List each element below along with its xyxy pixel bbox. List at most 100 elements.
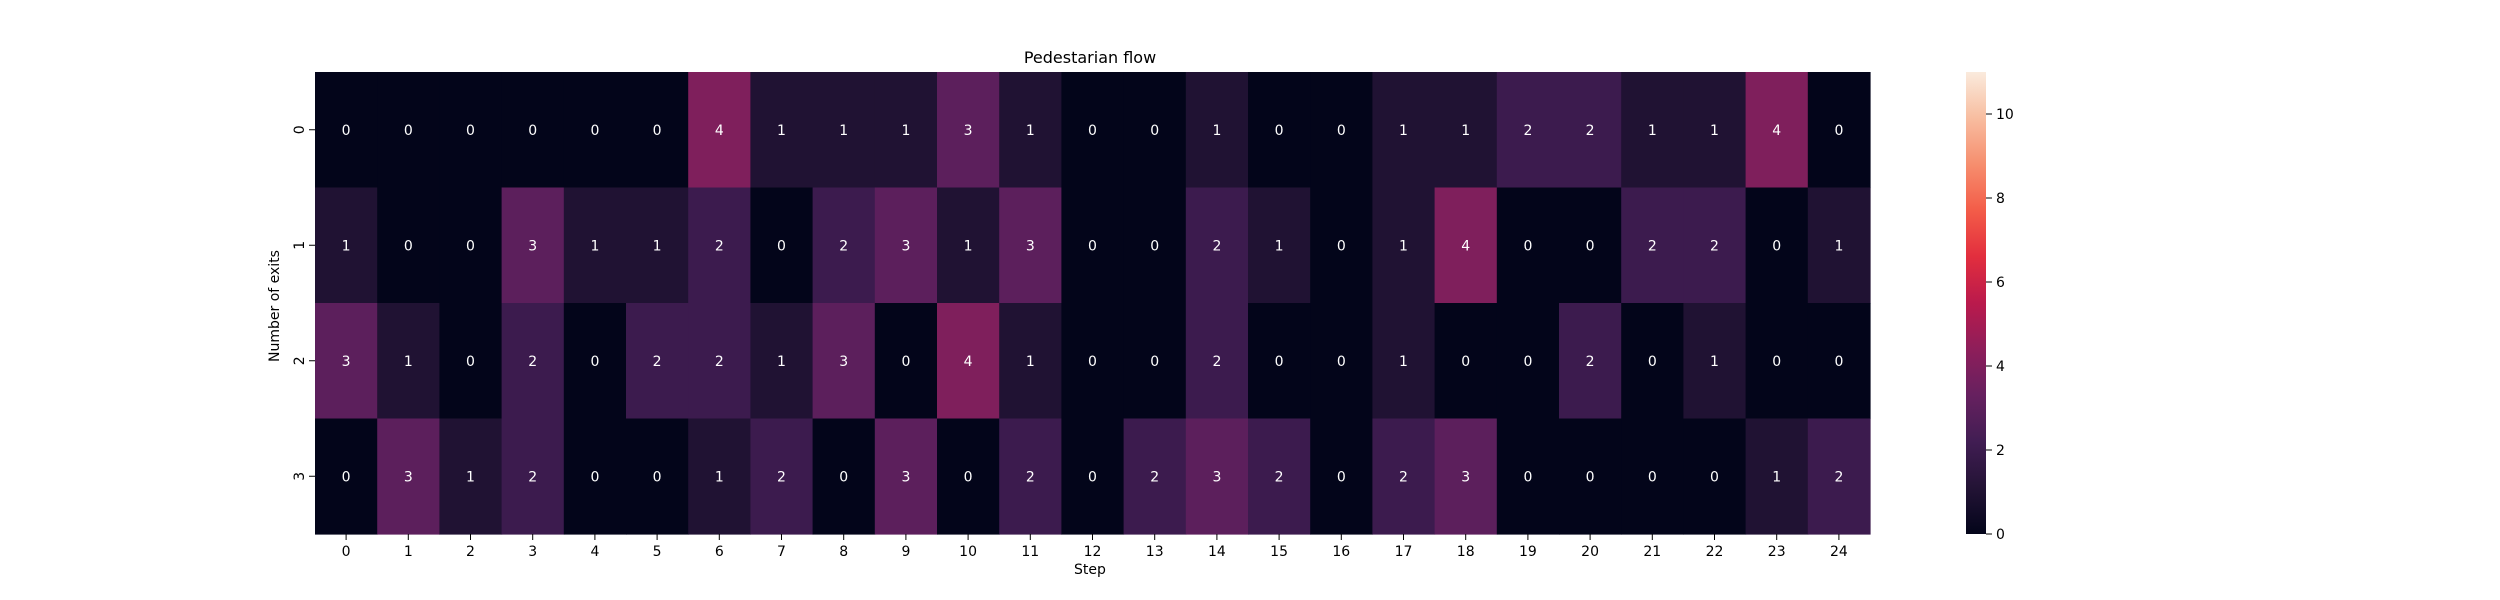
colorbar (1966, 72, 1986, 534)
cell-value-label: 0 (1523, 469, 1532, 485)
x-tick-label: 9 (901, 544, 910, 560)
y-axis-label: Number of exits (267, 250, 283, 362)
cell-value-label: 4 (1461, 238, 1470, 254)
cell-value-label: 0 (1088, 238, 1097, 254)
cell-value-label: 0 (1834, 123, 1843, 139)
cell-value-label: 1 (342, 238, 351, 254)
cell-value-label: 3 (528, 238, 537, 254)
x-axis-label: Step (1074, 562, 1106, 578)
cell-value-label: 0 (901, 354, 910, 370)
cell-value-label: 2 (1212, 354, 1221, 370)
cell-value-label: 2 (1648, 238, 1657, 254)
x-axis-ticks: 0 1 2 3 4 5 6 7 8 9 10 11 12 13 14 15 16 17 18 19 20 21 22 23 24 (342, 534, 1848, 560)
cell-value-label: 1 (1212, 123, 1221, 139)
cell-value-label: 2 (1586, 354, 1595, 370)
cell-value-label: 2 (1399, 469, 1408, 485)
cell-value-label: 2 (1710, 238, 1719, 254)
cell-value-label: 1 (1648, 123, 1657, 139)
cell-value-label: 0 (1772, 238, 1781, 254)
cell-value-label: 1 (1399, 123, 1408, 139)
x-tick-label: 19 (1519, 544, 1537, 560)
cell-value-label: 1 (590, 238, 599, 254)
cell-value-label: 2 (839, 238, 848, 254)
x-tick-label: 23 (1768, 544, 1786, 560)
cell-value-label: 1 (901, 123, 910, 139)
cell-value-label: 2 (1523, 123, 1532, 139)
cell-value-label: 1 (1772, 469, 1781, 485)
cell-value-label: 0 (528, 123, 537, 139)
cell-value-label: 0 (404, 123, 413, 139)
cell-value-label: 0 (466, 238, 475, 254)
cell-value-label: 0 (1834, 354, 1843, 370)
cell-value-label: 1 (1026, 123, 1035, 139)
x-tick-label: 24 (1830, 544, 1848, 560)
cell-value-label: 0 (1337, 469, 1346, 485)
cell-value-label: 3 (1026, 238, 1035, 254)
colorbar-tick-label: 6 (1996, 275, 2005, 291)
cell-value-label: 3 (1212, 469, 1221, 485)
colorbar-tick-label: 4 (1996, 359, 2005, 375)
cell-value-label: 1 (1710, 354, 1719, 370)
cell-value-label: 1 (1834, 238, 1843, 254)
cell-value-label: 1 (1399, 354, 1408, 370)
cell-value-label: 0 (342, 123, 351, 139)
cell-value-label: 2 (777, 469, 786, 485)
cell-value-label: 1 (653, 238, 662, 254)
cell-value-label: 3 (404, 469, 413, 485)
x-tick-label: 21 (1643, 544, 1661, 560)
cell-value-label: 0 (964, 469, 973, 485)
x-tick-label: 11 (1021, 544, 1039, 560)
cell-value-label: 3 (1461, 469, 1470, 485)
cell-value-label: 2 (1150, 469, 1159, 485)
cell-value-label: 1 (1275, 238, 1284, 254)
cell-value-label: 3 (901, 469, 910, 485)
cell-value-label: 0 (1150, 123, 1159, 139)
y-tick-label: 0 (292, 125, 308, 134)
cell-value-label: 0 (1088, 354, 1097, 370)
cell-value-label: 0 (342, 469, 351, 485)
x-tick-label: 20 (1581, 544, 1599, 560)
cell-value-label: 0 (1523, 354, 1532, 370)
cell-value-label: 1 (777, 354, 786, 370)
cell-value-label: 0 (404, 238, 413, 254)
cell-value-label: 0 (1275, 123, 1284, 139)
x-tick-label: 14 (1208, 544, 1226, 560)
cell-value-label: 0 (1586, 238, 1595, 254)
cell-value-label: 1 (466, 469, 475, 485)
y-axis-ticks: 0 1 2 3 (292, 125, 315, 480)
cell-value-label: 0 (590, 354, 599, 370)
cell-value-label: 0 (1337, 123, 1346, 139)
x-tick-label: 18 (1457, 544, 1475, 560)
cell-value-label: 2 (528, 354, 537, 370)
x-tick-label: 1 (404, 544, 413, 560)
colorbar-tick-label: 2 (1996, 443, 2005, 459)
cell-value-label: 0 (653, 469, 662, 485)
cell-value-label: 3 (342, 354, 351, 370)
cell-value-label: 1 (404, 354, 413, 370)
y-tick-label: 1 (292, 241, 308, 250)
cell-value-label: 4 (964, 354, 973, 370)
y-tick-label: 3 (292, 472, 308, 481)
cell-value-label: 0 (1088, 469, 1097, 485)
cell-value-label: 0 (1586, 469, 1595, 485)
cell-value-label: 2 (715, 238, 724, 254)
colorbar-tick-label: 0 (1996, 527, 2005, 543)
x-tick-label: 16 (1332, 544, 1350, 560)
cell-value-label: 0 (466, 123, 475, 139)
x-tick-label: 22 (1706, 544, 1724, 560)
cell-value-label: 1 (1026, 354, 1035, 370)
cell-value-label: 1 (964, 238, 973, 254)
x-tick-label: 10 (959, 544, 977, 560)
x-tick-label: 5 (653, 544, 662, 560)
y-tick-label: 2 (292, 356, 308, 365)
chart-title: Pedestarian flow (1024, 48, 1156, 67)
x-tick-label: 4 (590, 544, 599, 560)
cell-value-label: 0 (590, 123, 599, 139)
cell-value-label: 0 (1772, 354, 1781, 370)
colorbar-ticks: 0246810 (1986, 107, 2014, 543)
cell-value-label: 3 (964, 123, 973, 139)
cell-value-label: 0 (1150, 238, 1159, 254)
cell-value-label: 2 (1834, 469, 1843, 485)
cell-value-label: 0 (777, 238, 786, 254)
cell-value-label: 2 (1212, 238, 1221, 254)
